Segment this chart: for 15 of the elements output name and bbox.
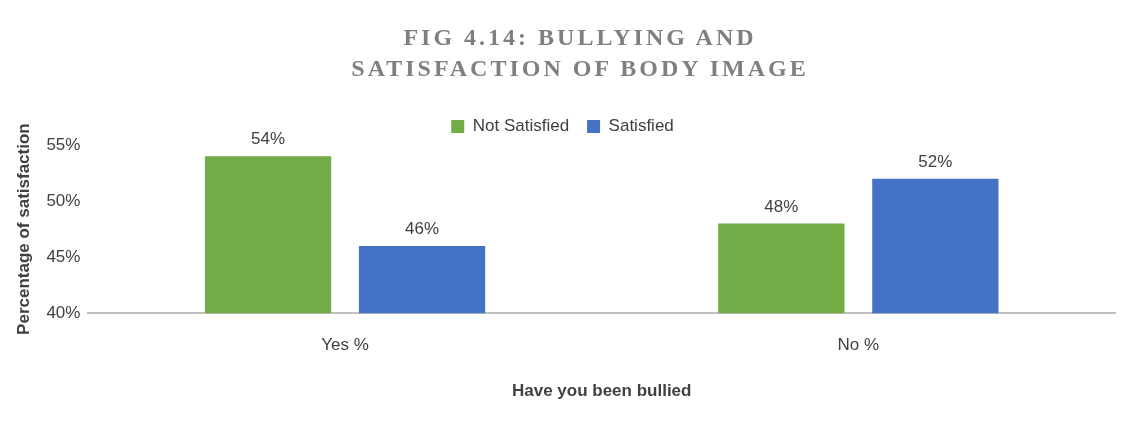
- data-label: 54%: [251, 129, 286, 149]
- data-label: 48%: [764, 196, 799, 216]
- data-label: 52%: [918, 151, 953, 171]
- legend-label: Satisfied: [608, 116, 674, 136]
- y-tick-label: 45%: [46, 246, 81, 266]
- legend-label: Not Satisfied: [472, 116, 570, 136]
- x-axis-title: Have you been bullied: [511, 381, 692, 401]
- chart-title: FIG 4.14: BULLYING AND SATISFACTION OF BODY IMAGE: [350, 23, 810, 83]
- x-tick-label: Yes %: [321, 335, 369, 355]
- y-tick-label: 50%: [46, 190, 81, 210]
- data-label: 46%: [405, 219, 440, 239]
- y-axis-title: Percentage of satisfaction: [13, 123, 33, 335]
- y-tick-label: 40%: [46, 302, 81, 322]
- y-tick-label: 55%: [46, 134, 81, 154]
- x-tick-label: No %: [837, 335, 880, 355]
